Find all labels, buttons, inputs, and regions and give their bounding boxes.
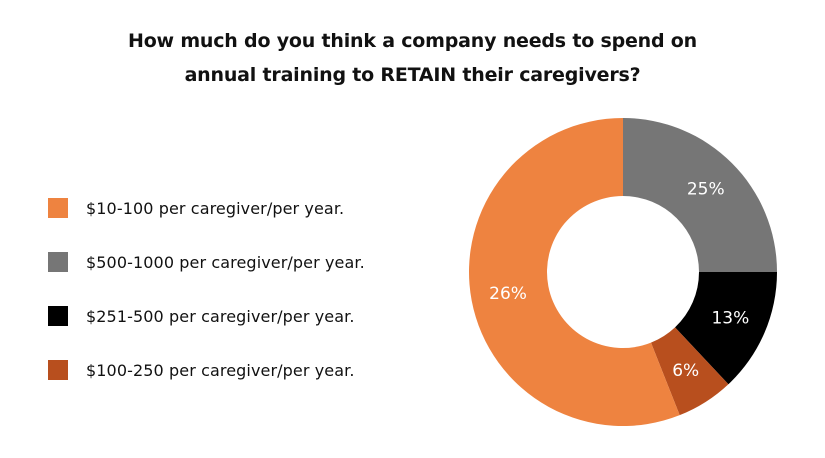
- legend-label: $251-500 per caregiver/per year.: [86, 306, 355, 326]
- slice-label: 25%: [687, 179, 725, 199]
- legend-swatch: [48, 360, 68, 380]
- legend-item-10-100: $10-100 per caregiver/per year.: [48, 181, 365, 235]
- legend-label: $500-1000 per caregiver/per year.: [86, 252, 365, 272]
- donut-slice: [675, 272, 777, 385]
- legend-item-100-250: $100-250 per caregiver/per year.: [48, 343, 365, 397]
- legend-swatch: [48, 306, 68, 326]
- legend-item-251-500: $251-500 per caregiver/per year.: [48, 289, 365, 343]
- donut-slice: [469, 117, 680, 426]
- slice-label: 6%: [672, 361, 699, 381]
- legend-swatch: [48, 252, 68, 272]
- chart-legend: $10-100 per caregiver/per year. $500-100…: [48, 181, 365, 397]
- donut-slice: [650, 327, 729, 416]
- legend-label: $100-250 per caregiver/per year.: [86, 360, 355, 380]
- chart-title-line-1: How much do you think a company needs to…: [128, 30, 697, 52]
- legend-swatch: [48, 198, 68, 218]
- slice-label: 26%: [489, 284, 527, 304]
- chart-title-line-2: annual training to RETAIN their caregive…: [184, 64, 641, 86]
- donut-slice: [623, 118, 777, 272]
- slice-label: 13%: [711, 308, 749, 328]
- legend-item-500-1000: $500-1000 per caregiver/per year.: [48, 235, 365, 289]
- chart-title: How much do you think a company needs to…: [0, 24, 825, 92]
- legend-label: $10-100 per caregiver/per year.: [86, 198, 345, 218]
